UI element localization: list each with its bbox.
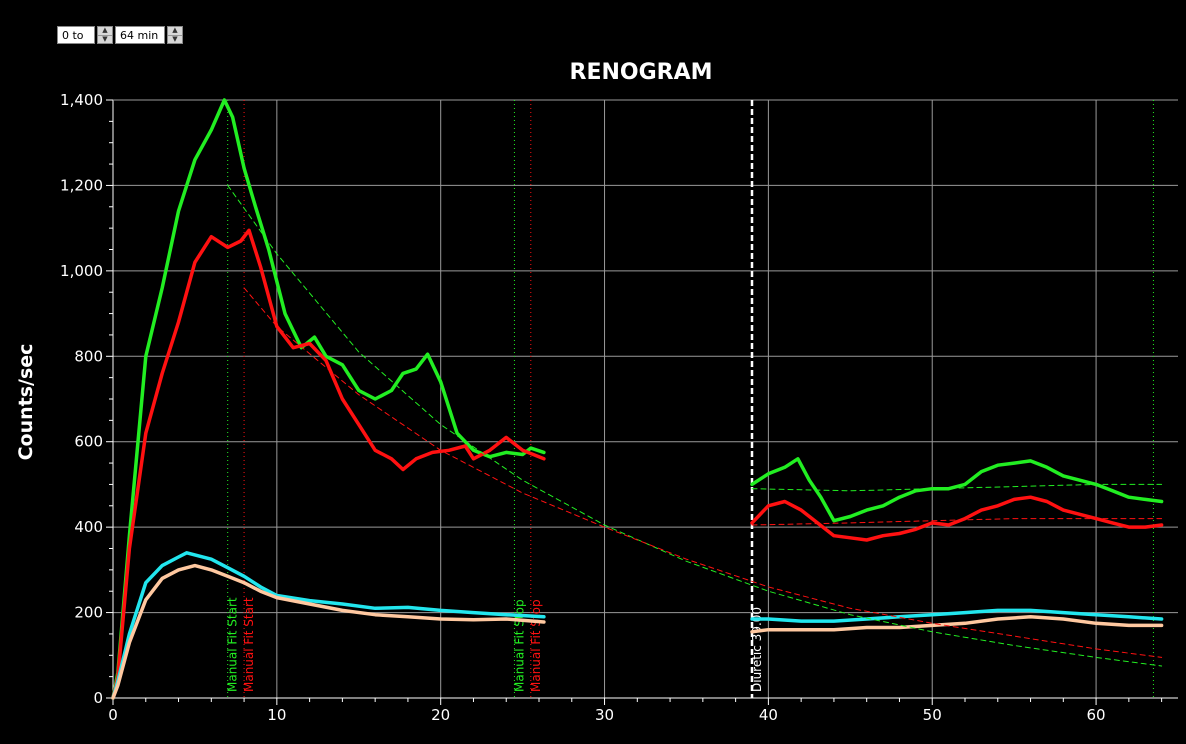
x-tick-label: 60 — [1087, 706, 1106, 724]
arrow-down-icon[interactable]: ▼ — [98, 34, 112, 44]
x-tick-label: 40 — [759, 706, 778, 724]
range-start-spinner[interactable]: ▲ ▼ — [97, 26, 113, 44]
y-tick-label: 1,400 — [60, 91, 103, 109]
series-line — [750, 457, 1164, 523]
marker-label: Manual Fit Start — [242, 597, 256, 692]
time-range-control: 0 to ▲ ▼ 64 min ▲ ▼ — [57, 24, 183, 46]
marker-label: Manual Fit Stop — [529, 599, 543, 692]
fit-curve — [243, 287, 1163, 658]
fit-curve — [751, 518, 1163, 526]
series-line — [750, 615, 1164, 634]
series-line — [111, 563, 546, 700]
markers: Manual Fit Start Manual Fit Start Manual F… — [226, 100, 1154, 698]
axes — [106, 99, 1178, 705]
series — [111, 98, 1164, 700]
series-line — [750, 495, 1164, 542]
arrow-up-icon[interactable]: ▲ — [102, 26, 108, 35]
y-axis-label: Counts/sec — [15, 344, 37, 461]
range-end-spinner[interactable]: ▲ ▼ — [167, 26, 183, 44]
y-tick-label: 800 — [74, 347, 103, 365]
x-tick-label: 30 — [595, 706, 614, 724]
chart-title: RENOGRAM — [570, 60, 713, 85]
range-end-field[interactable]: 64 min — [115, 26, 165, 44]
series-line — [111, 98, 546, 700]
marker-label: Manual Fit Stop — [512, 599, 526, 692]
arrow-down-icon[interactable]: ▼ — [168, 34, 182, 44]
grid — [113, 99, 1178, 698]
tick-labels: 0 10 20 30 40 50 6002004006008001,0001,2001,40… — [60, 91, 1106, 724]
y-tick-label: 0 — [93, 689, 103, 707]
x-tick-label: 10 — [267, 706, 286, 724]
y-tick-label: 200 — [74, 604, 103, 622]
fit-curve — [751, 483, 1163, 492]
series-line — [111, 551, 546, 700]
y-tick-label: 400 — [74, 518, 103, 536]
y-tick-label: 1,000 — [60, 262, 103, 280]
arrow-up-icon[interactable]: ▲ — [172, 26, 178, 35]
fit-curve — [227, 184, 1163, 667]
x-tick-label: 0 — [108, 706, 118, 724]
series-line — [750, 608, 1164, 623]
x-tick-label: 50 — [923, 706, 942, 724]
series-line — [111, 228, 546, 700]
range-start-field[interactable]: 0 to — [57, 26, 95, 44]
y-tick-label: 600 — [74, 433, 103, 451]
marker-label: Diuretic 39.00 — [750, 607, 764, 692]
x-tick-label: 20 — [431, 706, 450, 724]
y-tick-label: 1,200 — [60, 176, 103, 194]
marker-label: Manual Fit Start — [226, 597, 240, 692]
